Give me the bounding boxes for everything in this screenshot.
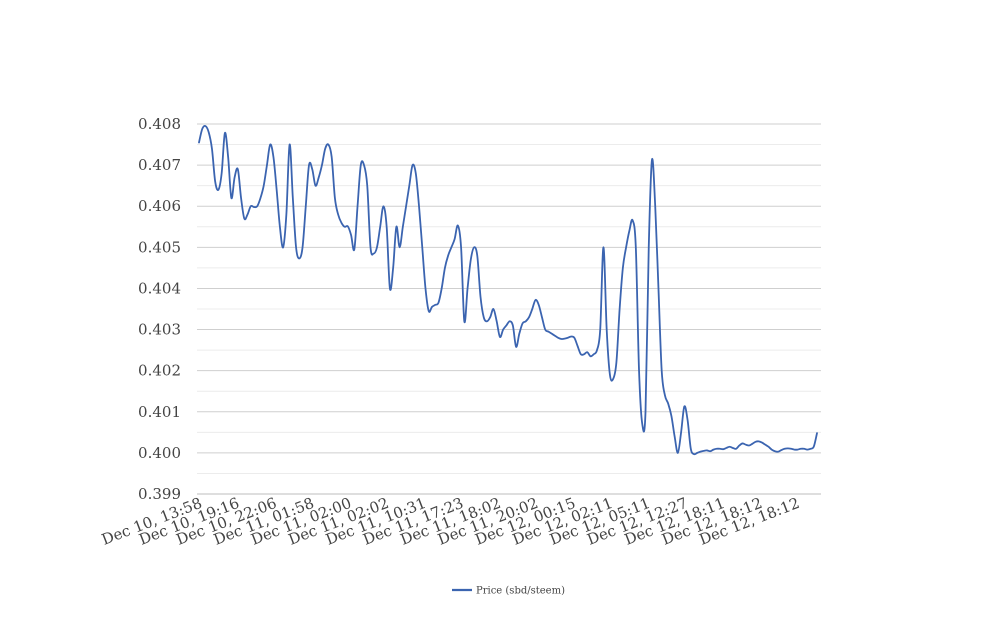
major-gridlines bbox=[197, 123, 821, 495]
minor-gridlines bbox=[197, 144, 821, 474]
legend-label: Price (sbd/steem) bbox=[476, 586, 565, 597]
y-tick-label: 0.403 bbox=[138, 321, 181, 339]
y-tick-label: 0.404 bbox=[138, 279, 181, 297]
y-tick-label: 0.407 bbox=[138, 156, 181, 174]
y-tick-label: 0.405 bbox=[138, 238, 181, 256]
y-tick-label: 0.400 bbox=[138, 444, 181, 462]
y-tick-label: 0.401 bbox=[138, 403, 181, 421]
y-tick-label: 0.406 bbox=[138, 197, 181, 215]
y-tick-label: 0.408 bbox=[138, 115, 181, 133]
series-layer bbox=[198, 124, 818, 456]
legend[interactable]: Price (sbd/steem) bbox=[452, 586, 565, 597]
series-line-0 bbox=[198, 124, 818, 456]
y-axis-ticks: 0.399 0.400 0.401 0.402 0.403 0.404 0.405 0.406… bbox=[138, 115, 181, 503]
y-tick-label: 0.399 bbox=[138, 485, 181, 503]
y-tick-label: 0.402 bbox=[138, 362, 181, 380]
